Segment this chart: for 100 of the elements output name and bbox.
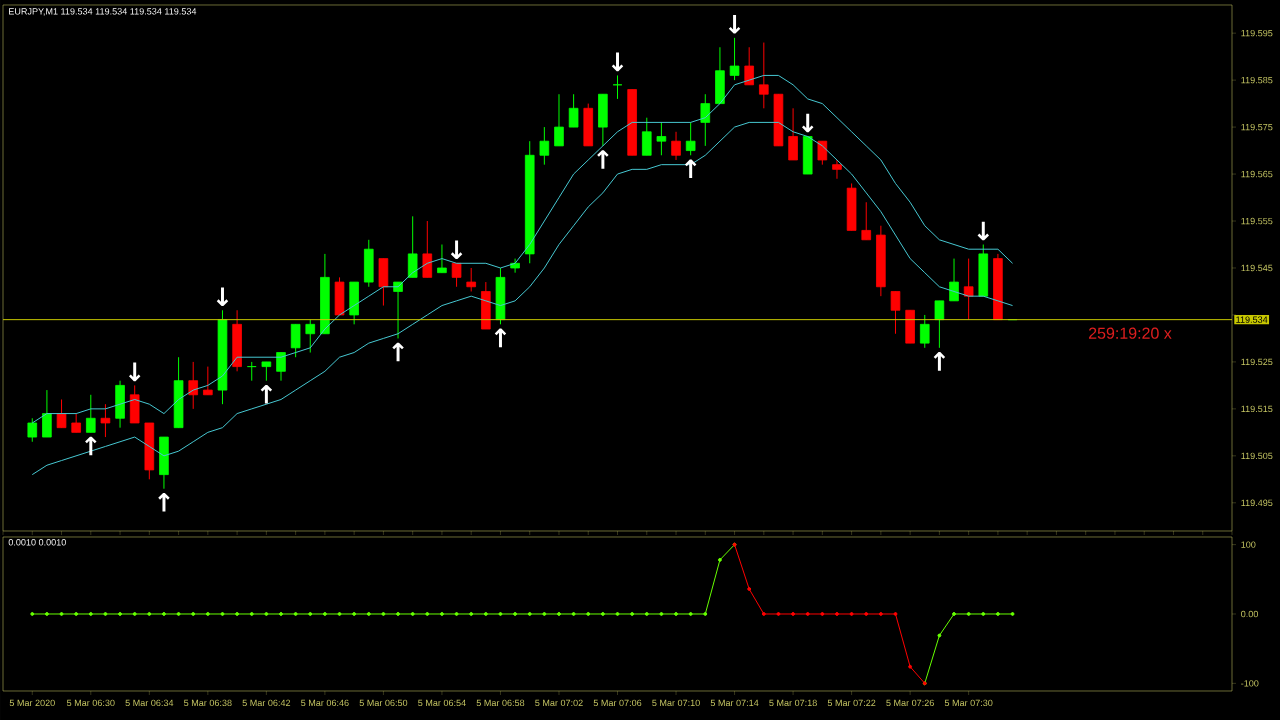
y-tick-label: 119.555 bbox=[1241, 217, 1273, 225]
point bbox=[425, 612, 430, 616]
point bbox=[995, 612, 1000, 616]
x-tick-label: 5 Mar 07:26 bbox=[886, 699, 934, 707]
point bbox=[527, 612, 532, 616]
annotation: ↓ bbox=[216, 287, 229, 306]
candlestick bbox=[685, 121, 696, 156]
x-tick-label: 5 Mar 07:22 bbox=[827, 699, 876, 707]
candlestick bbox=[671, 131, 681, 161]
point bbox=[161, 612, 166, 616]
candlestick bbox=[568, 93, 579, 128]
candlestick bbox=[437, 244, 447, 274]
point bbox=[761, 612, 766, 616]
point bbox=[366, 612, 371, 616]
point bbox=[322, 612, 327, 616]
annotation: ↓ bbox=[450, 240, 463, 260]
x-tick-label: 5 Mar 06:58 bbox=[476, 699, 525, 707]
candlestick bbox=[276, 352, 286, 382]
point bbox=[835, 612, 839, 616]
annotation: ↑ bbox=[392, 342, 404, 362]
point bbox=[235, 612, 240, 616]
candlestick bbox=[42, 389, 52, 438]
annotation: ↑ bbox=[933, 352, 946, 371]
point bbox=[674, 612, 678, 616]
point bbox=[864, 612, 869, 616]
point bbox=[600, 612, 605, 616]
candlestick bbox=[832, 159, 842, 180]
candlestick bbox=[788, 107, 798, 161]
candlestick bbox=[27, 417, 38, 443]
point bbox=[542, 612, 547, 616]
candlestick bbox=[861, 201, 872, 241]
point bbox=[439, 612, 444, 616]
point bbox=[264, 612, 269, 616]
candlestick bbox=[188, 361, 198, 410]
candlestick bbox=[759, 42, 769, 109]
annotation: ↓ bbox=[977, 221, 990, 241]
y-tick-label: -100 bbox=[1241, 680, 1259, 687]
x-tick-label: 5 Mar 2020 bbox=[9, 699, 55, 707]
candlestick bbox=[407, 215, 418, 278]
candlestick bbox=[934, 300, 945, 349]
point bbox=[454, 612, 459, 616]
point bbox=[937, 633, 942, 638]
x-tick-label: 5 Mar 06:30 bbox=[66, 699, 115, 707]
annotation: ↑ bbox=[597, 150, 609, 169]
annotation: ↓ bbox=[801, 113, 814, 133]
y-tick-label: 119.525 bbox=[1241, 358, 1273, 366]
candlestick bbox=[393, 281, 403, 339]
point bbox=[220, 612, 225, 616]
x-tick-label: 5 Mar 07:18 bbox=[769, 699, 817, 707]
point bbox=[513, 612, 518, 616]
x-tick-label: 5 Mar 06:50 bbox=[359, 699, 408, 707]
candlestick bbox=[744, 46, 754, 86]
candlestick bbox=[510, 258, 520, 274]
point bbox=[191, 612, 196, 616]
point bbox=[249, 612, 254, 616]
point bbox=[74, 612, 79, 616]
x-tick-label: 5 Mar 06:34 bbox=[125, 699, 174, 707]
candlestick bbox=[100, 403, 111, 438]
chart-title: 0.0010 0.0010 bbox=[8, 539, 66, 546]
point bbox=[293, 612, 298, 616]
point bbox=[118, 612, 123, 616]
point bbox=[557, 612, 561, 616]
y-tick-label: 119.495 bbox=[1241, 499, 1273, 507]
point bbox=[147, 612, 152, 616]
candlestick bbox=[949, 258, 959, 302]
x-tick-label: 5 Mar 06:38 bbox=[184, 699, 232, 707]
y-tick-label: 119.585 bbox=[1241, 76, 1273, 84]
annotation: ↓ bbox=[611, 52, 624, 72]
candlestick bbox=[305, 319, 316, 354]
x-tick-label: 5 Mar 07:30 bbox=[944, 699, 993, 707]
point bbox=[966, 612, 971, 616]
point bbox=[615, 612, 620, 616]
candlestick bbox=[729, 37, 740, 81]
point bbox=[571, 612, 576, 616]
point bbox=[747, 587, 752, 591]
y-tick-label: 119.545 bbox=[1241, 264, 1273, 272]
y-tick-label: 0.00 bbox=[1241, 610, 1258, 618]
point bbox=[44, 612, 49, 616]
candlestick bbox=[656, 121, 667, 156]
point bbox=[59, 612, 64, 616]
point bbox=[805, 612, 810, 616]
annotation: ↑ bbox=[85, 436, 97, 456]
point bbox=[630, 612, 635, 616]
point bbox=[352, 612, 357, 616]
point bbox=[849, 612, 854, 616]
candlestick bbox=[261, 361, 272, 382]
candlestick bbox=[963, 258, 974, 321]
point bbox=[30, 612, 35, 616]
point bbox=[981, 612, 986, 616]
candlestick bbox=[466, 267, 476, 292]
point bbox=[498, 612, 503, 616]
y-tick-label: 119.565 bbox=[1241, 170, 1273, 178]
point bbox=[586, 612, 591, 616]
x-tick-label: 5 Mar 07:02 bbox=[535, 699, 583, 707]
candlestick bbox=[203, 366, 213, 396]
candlestick bbox=[700, 93, 711, 147]
point bbox=[776, 612, 781, 616]
point bbox=[688, 612, 693, 616]
y-tick-label: 119.575 bbox=[1241, 123, 1273, 131]
point bbox=[410, 612, 415, 616]
